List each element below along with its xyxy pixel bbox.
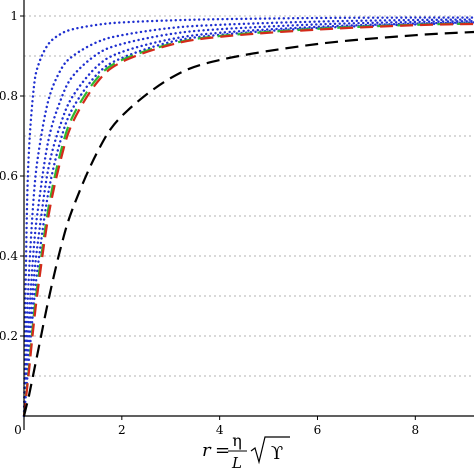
series-lines: [22, 16, 474, 418]
y-tick-label-4: 1: [10, 9, 18, 23]
x-label-denominator: L: [231, 454, 242, 472]
axes: [23, 0, 474, 430]
series-line-7: [22, 22, 474, 417]
x-label-lhs: r: [202, 440, 212, 461]
series-line-2: [22, 18, 474, 418]
y-tick-label-0: 0.2: [0, 329, 18, 343]
grid-lines: [24, 15, 474, 377]
x-label-sqrt-sign: [250, 436, 290, 465]
x-tick-label-1: 2: [118, 423, 126, 437]
x-label-eq: =: [215, 440, 230, 461]
x-axis-label: r = η L ϒ: [202, 431, 290, 472]
tick-labels: 0 2 4 6 8 0.2 0.4 0.6 0.8 1: [0, 9, 419, 437]
series-line-4: [22, 21, 474, 418]
series-line-6: [22, 22, 474, 417]
x-label-numerator: η: [232, 431, 242, 450]
x-tick-label-0: 0: [14, 423, 22, 437]
series-line-5: [22, 22, 474, 418]
y-tick-label-1: 0.4: [0, 249, 18, 263]
series-line-3: [22, 20, 474, 418]
y-tick-label-2: 0.6: [0, 169, 18, 183]
y-tick-label-3: 0.8: [0, 89, 18, 103]
series-line-1: [22, 16, 474, 418]
series-line-8: [22, 30, 474, 417]
x-tick-label-2: 4: [216, 423, 224, 437]
x-label-radicand: ϒ: [271, 443, 283, 464]
x-tick-label-4: 8: [411, 423, 419, 437]
x-tick-label-3: 6: [314, 423, 322, 437]
